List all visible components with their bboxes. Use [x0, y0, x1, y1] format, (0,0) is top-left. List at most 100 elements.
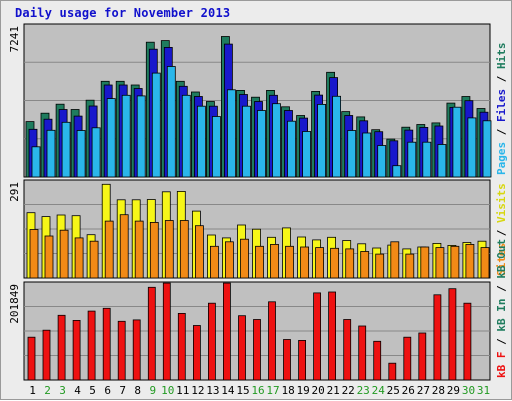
bar-kbytes-day-22 — [343, 319, 352, 381]
x-tick-label-day-28: 28 — [432, 384, 445, 397]
bar-sites-day-22 — [345, 248, 355, 279]
x-tick-label-day-5: 5 — [89, 384, 96, 397]
bar-kbytes-day-7 — [117, 320, 126, 381]
bar-kbytes-day-8 — [132, 319, 141, 381]
chart-title: Daily usage for November 2013 — [15, 6, 231, 20]
series-legend-top: Pages / Files / Hits — [495, 43, 508, 176]
legend-entry: kB F — [495, 352, 508, 379]
x-tick-label-day-19: 19 — [296, 384, 309, 397]
legend-entry: Visits — [495, 183, 508, 223]
x-tick-label-day-3: 3 — [59, 384, 66, 397]
bar-pages-day-2 — [46, 129, 56, 178]
x-tick-label-day-18: 18 — [281, 384, 294, 397]
bar-sites-day-4 — [74, 237, 84, 279]
bar-sites-day-28 — [435, 247, 445, 279]
legend-entry: kB In — [495, 299, 508, 332]
bar-pages-day-7 — [121, 94, 131, 178]
bar-kbytes-day-21 — [328, 291, 337, 381]
bar-kbytes-day-4 — [72, 319, 81, 381]
bar-pages-day-19 — [302, 131, 312, 178]
bar-sites-day-20 — [315, 247, 325, 279]
bar-kbytes-day-18 — [283, 339, 291, 381]
bar-sites-day-2 — [44, 235, 54, 279]
bar-sites-day-6 — [104, 220, 114, 279]
bar-pages-day-30 — [467, 117, 477, 178]
x-tick-label-day-8: 8 — [134, 384, 141, 397]
bar-kbytes-day-23 — [358, 325, 367, 381]
series-legend-bottom: kB F / kB In / kB Out — [495, 239, 508, 378]
x-tick-label-day-12: 12 — [191, 384, 204, 397]
x-tick-label-day-1: 1 — [29, 384, 36, 397]
legend-entry: Files — [495, 89, 508, 122]
bar-kbytes-day-15 — [238, 315, 246, 381]
bar-sites-day-14 — [224, 241, 234, 279]
bar-sites-day-17 — [270, 243, 279, 279]
bar-kbytes-day-11 — [177, 312, 186, 381]
bar-sites-day-21 — [330, 247, 340, 279]
x-tick-label-day-29: 29 — [447, 384, 460, 397]
bar-sites-day-13 — [209, 245, 219, 279]
bar-sites-day-24 — [375, 253, 385, 279]
series-legend-middle: Sites / Visits — [495, 183, 508, 276]
x-tick-label-day-17: 17 — [266, 384, 279, 397]
x-tick-label-day-10: 10 — [161, 384, 174, 397]
bar-kbytes-day-28 — [433, 294, 442, 381]
bar-kbytes-day-27 — [418, 332, 427, 381]
y-max-label-top: 7241 — [8, 26, 21, 53]
bar-sites-day-5 — [89, 240, 99, 279]
bar-sites-day-12 — [194, 225, 204, 279]
bar-pages-day-1 — [31, 146, 41, 178]
bar-kbytes-day-5 — [87, 310, 96, 381]
bar-pages-day-29 — [452, 106, 462, 178]
panel-bottom: 201849 kB F / kB In / kB Out — [8, 239, 508, 381]
legend-entry: kB Out — [495, 239, 508, 279]
bar-kbytes-day-17 — [268, 301, 276, 381]
bar-pages-day-21 — [332, 95, 342, 178]
bar-sites-day-3 — [59, 229, 69, 279]
x-tick-label-day-23: 23 — [357, 384, 370, 397]
bar-sites-day-11 — [179, 220, 189, 279]
x-tick-label-day-7: 7 — [119, 384, 126, 397]
bar-pages-day-18 — [287, 120, 296, 178]
bar-kbytes-day-30 — [463, 302, 472, 381]
x-tick-label-day-22: 22 — [342, 384, 355, 397]
bar-pages-day-25 — [392, 165, 402, 178]
bar-kbytes-day-24 — [373, 340, 382, 381]
bar-pages-day-16 — [257, 110, 266, 178]
bar-sites-day-10 — [164, 220, 174, 279]
panel-top: 7241 Pages / Files / Hits — [8, 23, 508, 178]
bar-pages-day-6 — [106, 98, 116, 178]
bar-sites-day-29 — [450, 245, 460, 279]
legend-entry: / — [495, 279, 508, 299]
bar-pages-day-10 — [166, 66, 176, 178]
bar-pages-day-17 — [272, 103, 281, 178]
x-tick-label-day-15: 15 — [236, 384, 249, 397]
x-tick-label-day-25: 25 — [387, 384, 400, 397]
bar-pages-day-27 — [422, 141, 432, 178]
bar-pages-day-13 — [211, 116, 221, 178]
bar-sites-day-16 — [255, 245, 264, 279]
bar-sites-day-30 — [465, 243, 475, 279]
bar-pages-day-28 — [437, 144, 447, 178]
bar-kbytes-day-16 — [253, 319, 261, 381]
y-max-label-middle: 291 — [8, 182, 21, 202]
bar-kbytes-day-2 — [42, 329, 51, 381]
bar-sites-day-7 — [119, 214, 129, 279]
bar-sites-day-15 — [240, 238, 249, 279]
legend-entry: / — [495, 332, 508, 352]
bar-kbytes-day-13 — [207, 302, 216, 381]
panel-middle: 291 Sites / Visits — [8, 179, 508, 279]
bar-kbytes-day-1 — [27, 336, 36, 381]
legend-entry: Pages — [495, 142, 508, 175]
bar-kbytes-day-3 — [57, 314, 66, 381]
bar-pages-day-20 — [317, 104, 327, 178]
x-tick-label-day-6: 6 — [104, 384, 111, 397]
bar-sites-day-19 — [300, 246, 310, 279]
bar-sites-day-9 — [149, 221, 159, 279]
x-tick-label-day-30: 30 — [462, 384, 475, 397]
x-tick-label-day-2: 2 — [44, 384, 51, 397]
bar-sites-day-27 — [420, 246, 430, 279]
legend-entry: / — [495, 122, 508, 142]
